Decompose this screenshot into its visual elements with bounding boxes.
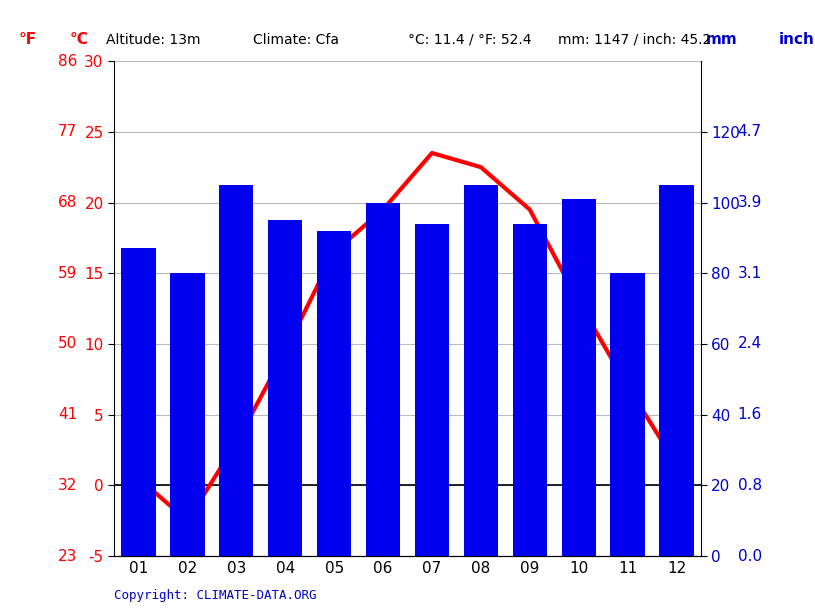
Text: 0.8: 0.8: [738, 478, 762, 493]
Text: 23: 23: [58, 549, 77, 563]
Text: 3.9: 3.9: [738, 195, 762, 210]
Bar: [366, 202, 400, 556]
Text: 32: 32: [58, 478, 77, 493]
Bar: [610, 273, 645, 556]
Bar: [415, 224, 449, 556]
Text: 68: 68: [58, 195, 77, 210]
Text: 3.1: 3.1: [738, 266, 762, 280]
Text: 0.0: 0.0: [738, 549, 762, 563]
Text: 77: 77: [58, 124, 77, 139]
Text: °C: °C: [69, 32, 88, 47]
Text: Climate: Cfa: Climate: Cfa: [253, 33, 339, 46]
Bar: [170, 273, 205, 556]
Bar: [513, 224, 547, 556]
Bar: [268, 220, 302, 556]
Text: °C: 11.4 / °F: 52.4: °C: 11.4 / °F: 52.4: [408, 33, 531, 46]
Bar: [219, 185, 253, 556]
Text: 2.4: 2.4: [738, 337, 762, 351]
Text: 4.7: 4.7: [738, 124, 762, 139]
Text: Copyright: CLIMATE-DATA.ORG: Copyright: CLIMATE-DATA.ORG: [114, 589, 316, 602]
Bar: [121, 249, 156, 556]
Text: 1.6: 1.6: [738, 407, 762, 422]
Text: °F: °F: [19, 32, 37, 47]
Text: inch: inch: [778, 32, 814, 47]
Text: 41: 41: [58, 407, 77, 422]
Text: 50: 50: [58, 337, 77, 351]
Text: 86: 86: [58, 54, 77, 68]
Bar: [562, 199, 596, 556]
Bar: [317, 231, 351, 556]
Text: mm: mm: [706, 32, 738, 47]
Text: mm: 1147 / inch: 45.2: mm: 1147 / inch: 45.2: [558, 33, 711, 46]
Bar: [659, 185, 694, 556]
Text: 59: 59: [58, 266, 77, 280]
Text: Altitude: 13m: Altitude: 13m: [106, 33, 200, 46]
Bar: [464, 185, 498, 556]
